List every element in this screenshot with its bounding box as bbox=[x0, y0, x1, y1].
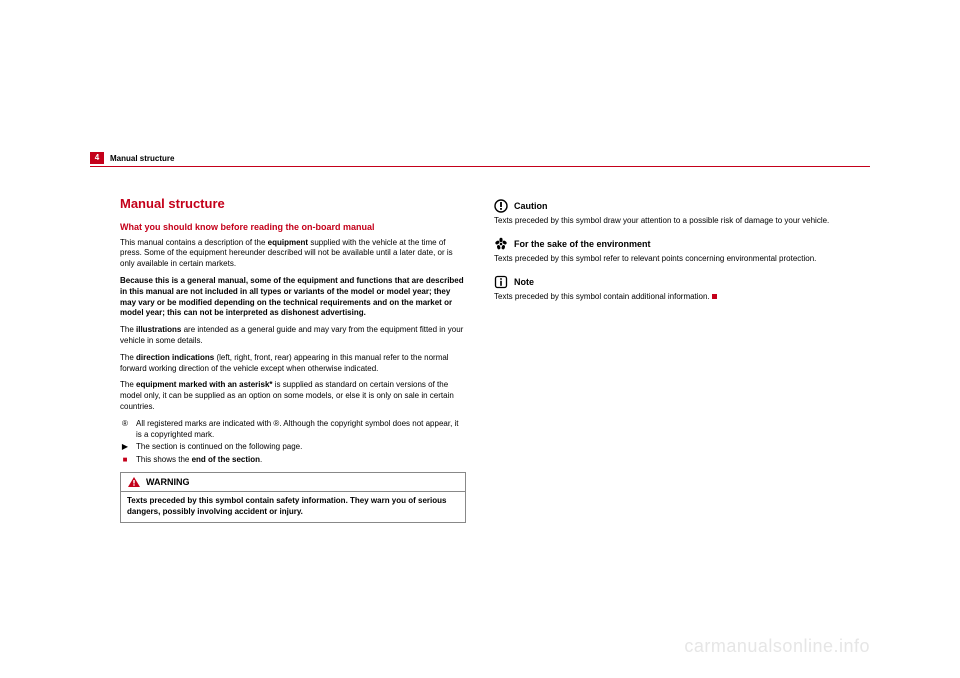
content-area: Manual structure What you should know be… bbox=[120, 195, 840, 523]
bullet-end: ■ This shows the end of the section. bbox=[120, 455, 466, 466]
warning-box: WARNING Texts preceded by this symbol co… bbox=[120, 472, 466, 523]
page-number-box: 4 bbox=[90, 152, 104, 164]
b3c: . bbox=[260, 455, 262, 464]
bullet-list: ® All registered marks are indicated wit… bbox=[120, 419, 466, 466]
caution-icon bbox=[494, 199, 508, 213]
environment-body: Texts preceded by this symbol refer to r… bbox=[494, 254, 840, 265]
note-body: Texts preceded by this symbol contain ad… bbox=[494, 292, 840, 303]
right-column: Caution Texts preceded by this symbol dr… bbox=[494, 195, 840, 523]
bullet-continued: ▶ The section is continued on the follow… bbox=[120, 442, 466, 453]
environment-label: For the sake of the environment bbox=[514, 238, 651, 250]
bullet-text: This shows the end of the section. bbox=[136, 455, 466, 466]
p5b: equipment marked with an asterisk* bbox=[136, 380, 273, 389]
b3a: This shows the bbox=[136, 455, 192, 464]
left-column: Manual structure What you should know be… bbox=[120, 195, 466, 523]
paragraph-directions: The direction indications (left, right, … bbox=[120, 353, 466, 375]
triangle-icon: ▶ bbox=[120, 442, 130, 453]
note-heading: Note bbox=[494, 275, 840, 289]
warning-triangle-icon bbox=[127, 476, 141, 488]
b3b: end of the section bbox=[192, 455, 260, 464]
bullet-text: The section is continued on the followin… bbox=[136, 442, 466, 453]
note-icon bbox=[494, 275, 508, 289]
watermark: carmanualsonline.info bbox=[684, 634, 870, 658]
note-label: Note bbox=[514, 276, 534, 288]
paragraph-general: Because this is a general manual, some o… bbox=[120, 276, 466, 319]
caution-label: Caution bbox=[514, 200, 548, 212]
p4a: The bbox=[120, 353, 136, 362]
p4b: direction indications bbox=[136, 353, 214, 362]
square-icon: ■ bbox=[120, 455, 130, 466]
environment-icon bbox=[494, 237, 508, 251]
end-of-section-icon bbox=[712, 294, 717, 299]
caution-body: Texts preceded by this symbol draw your … bbox=[494, 216, 840, 227]
p1b: equipment bbox=[268, 238, 308, 247]
p1a: This manual contains a description of th… bbox=[120, 238, 268, 247]
paragraph-equipment: This manual contains a description of th… bbox=[120, 238, 466, 270]
warning-header: WARNING bbox=[121, 473, 465, 492]
registered-icon: ® bbox=[120, 419, 130, 441]
environment-heading: For the sake of the environment bbox=[494, 237, 840, 251]
warning-body: Texts preceded by this symbol contain sa… bbox=[121, 492, 465, 522]
bullet-registered: ® All registered marks are indicated wit… bbox=[120, 419, 466, 441]
p3b: illustrations bbox=[136, 325, 181, 334]
header-title: Manual structure bbox=[110, 154, 174, 165]
main-heading: Manual structure bbox=[120, 195, 466, 213]
caution-heading: Caution bbox=[494, 199, 840, 213]
note-text: Texts preceded by this symbol contain ad… bbox=[494, 292, 710, 301]
p5a: The bbox=[120, 380, 136, 389]
p3a: The bbox=[120, 325, 136, 334]
paragraph-asterisk: The equipment marked with an asterisk* i… bbox=[120, 380, 466, 412]
bullet-text: All registered marks are indicated with … bbox=[136, 419, 466, 441]
paragraph-illustrations: The illustrations are intended as a gene… bbox=[120, 325, 466, 347]
sub-heading: What you should know before reading the … bbox=[120, 221, 466, 233]
warning-label: WARNING bbox=[146, 476, 190, 488]
header-rule bbox=[90, 166, 870, 167]
